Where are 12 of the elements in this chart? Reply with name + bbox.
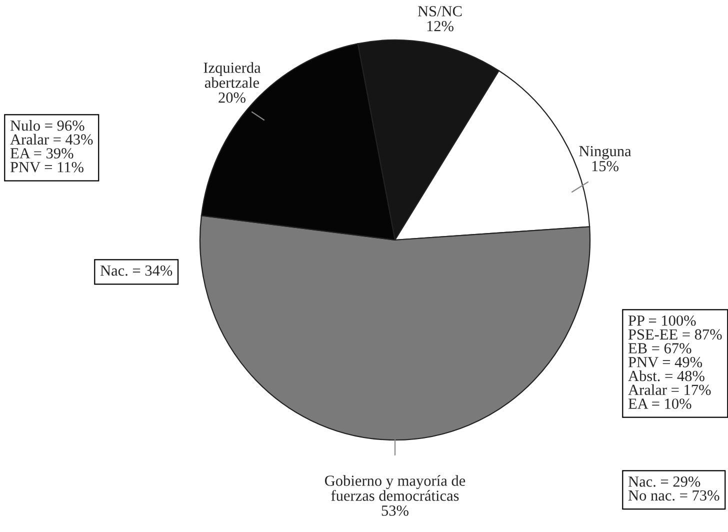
text: Nac. = 29% No nac. = 73% bbox=[628, 476, 720, 501]
data-label: 20% bbox=[218, 92, 246, 103]
slice-label: Ninguna bbox=[579, 146, 632, 160]
slice-label: Izquierda abertzale bbox=[204, 62, 261, 88]
text: Nac. = 34% bbox=[100, 265, 172, 276]
slice-label: NS/NC bbox=[418, 6, 462, 16]
text: PP = 100% PSE-EE = 87% EB = 67% PNV = 49% Abst. = 48% Aralar = 17% EA = 10% bbox=[628, 315, 722, 409]
data-label: 12% bbox=[427, 20, 454, 32]
data-label: 53% bbox=[382, 505, 408, 516]
text: Nulo = 96% Aralar = 43% EA = 39% PNV = 11% bbox=[10, 120, 93, 172]
data-label: 15% bbox=[592, 160, 618, 172]
slice-label: Gobierno y mayoría de fuerzas democráticas bbox=[324, 475, 466, 501]
